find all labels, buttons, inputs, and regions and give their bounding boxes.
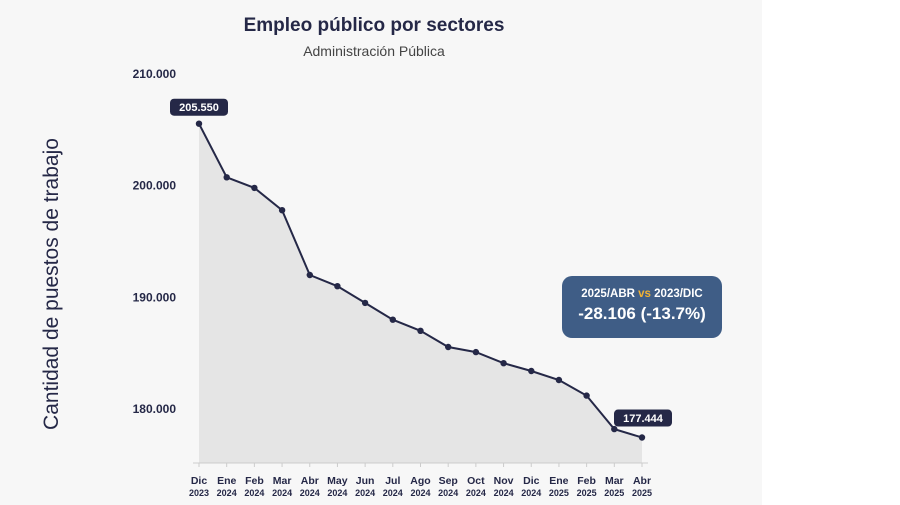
x-tick-label-year: 2024 (466, 488, 486, 498)
y-tick-label: 180.000 (133, 402, 177, 416)
x-tick-label-year: 2025 (604, 488, 624, 498)
x-tick-label-month: Abr (301, 475, 319, 487)
x-tick-label-month: Nov (494, 475, 514, 487)
x-tick-label-month: Ago (410, 475, 430, 487)
chart-title: Empleo público por sectores (243, 15, 505, 36)
x-tick-label-month: Feb (245, 475, 264, 487)
x-tick-label-month: Abr (633, 475, 651, 487)
x-tick-label-month: Feb (577, 475, 596, 487)
chart-plot: Dic2023Ene2024Feb2024Mar2024Abr2024May20… (133, 67, 672, 498)
data-point (278, 207, 286, 214)
x-tick-label-month: Ene (217, 475, 236, 487)
data-point (583, 392, 590, 399)
x-tick-label-year: 2024 (272, 488, 292, 498)
x-tick-label-year: 2025 (632, 488, 652, 498)
chart-panel: Dic 2023 Ene 2024 Feb 2024 Mar 2024 Abr 2024 May 20… (40, 15, 722, 498)
x-tick-label-month: Sep (439, 475, 458, 487)
x-tick-label-year: 2024 (383, 488, 403, 498)
data-point (195, 120, 203, 127)
data-point (472, 348, 480, 356)
data-point (445, 343, 452, 351)
data-point (389, 316, 396, 323)
data-point (223, 174, 230, 181)
x-tick-label-month: Dic (191, 475, 208, 487)
x-tick-label-year: 2024 (327, 488, 347, 498)
callout-vs: vs (638, 288, 651, 300)
x-tick-label-year: 2024 (244, 488, 264, 498)
data-label: 205.550 (179, 102, 219, 114)
callout-left-period: 2025/ABR (581, 288, 635, 300)
data-point (361, 299, 369, 307)
area-fill (199, 123, 642, 463)
x-tick-label-month: Dic (523, 475, 540, 487)
data-label: 177.444 (623, 413, 664, 425)
data-label-box (614, 409, 672, 427)
x-tick-label-year: 2025 (549, 488, 569, 498)
data-point (555, 376, 563, 384)
data-label-box (170, 98, 228, 116)
x-tick-label-year: 2023 (189, 488, 209, 498)
data-point (638, 434, 646, 441)
y-tick-label: 200.000 (133, 179, 177, 193)
data-point (334, 283, 341, 290)
x-tick-label-year: 2024 (494, 488, 514, 498)
callout-period: 2025/ABR vs 2023/DIC (562, 288, 722, 300)
comparison-callout: 2025/ABR vs 2023/DIC -28.106 (-13.7%) (562, 276, 722, 338)
x-tick-label-month: May (327, 475, 348, 487)
x-tick-label-month: Mar (273, 475, 292, 487)
x-tick-label-month: Jun (356, 475, 375, 487)
x-tick-label-month: Oct (467, 475, 485, 487)
x-tick-label-year: 2024 (521, 488, 541, 498)
x-tick-label-year: 2024 (217, 488, 237, 498)
callout-right-period: 2023/DIC (654, 288, 703, 300)
y-tick-label: 210.000 (133, 67, 177, 81)
x-tick-label-month: Jul (385, 475, 400, 487)
x-tick-label-year: 2025 (577, 488, 597, 498)
data-point (611, 425, 618, 433)
x-tick-label-year: 2024 (410, 488, 430, 498)
data-point (528, 367, 535, 375)
x-tick-label-month: Mar (605, 475, 624, 487)
y-tick-label: 190.000 (133, 290, 177, 304)
data-point (500, 360, 507, 367)
data-point (306, 271, 313, 279)
data-point (251, 184, 258, 192)
x-tick-label-month: Ene (549, 475, 568, 487)
data-point (417, 327, 424, 334)
chart-subtitle: Administración Pública (303, 43, 445, 59)
x-tick-label-year: 2024 (438, 488, 458, 498)
x-tick-label-year: 2024 (355, 488, 375, 498)
callout-value: -28.106 (-13.7%) (578, 304, 706, 323)
x-tick-label-year: 2024 (300, 488, 320, 498)
y-axis-label: Cantidad de puestos de trabajo (40, 138, 63, 430)
